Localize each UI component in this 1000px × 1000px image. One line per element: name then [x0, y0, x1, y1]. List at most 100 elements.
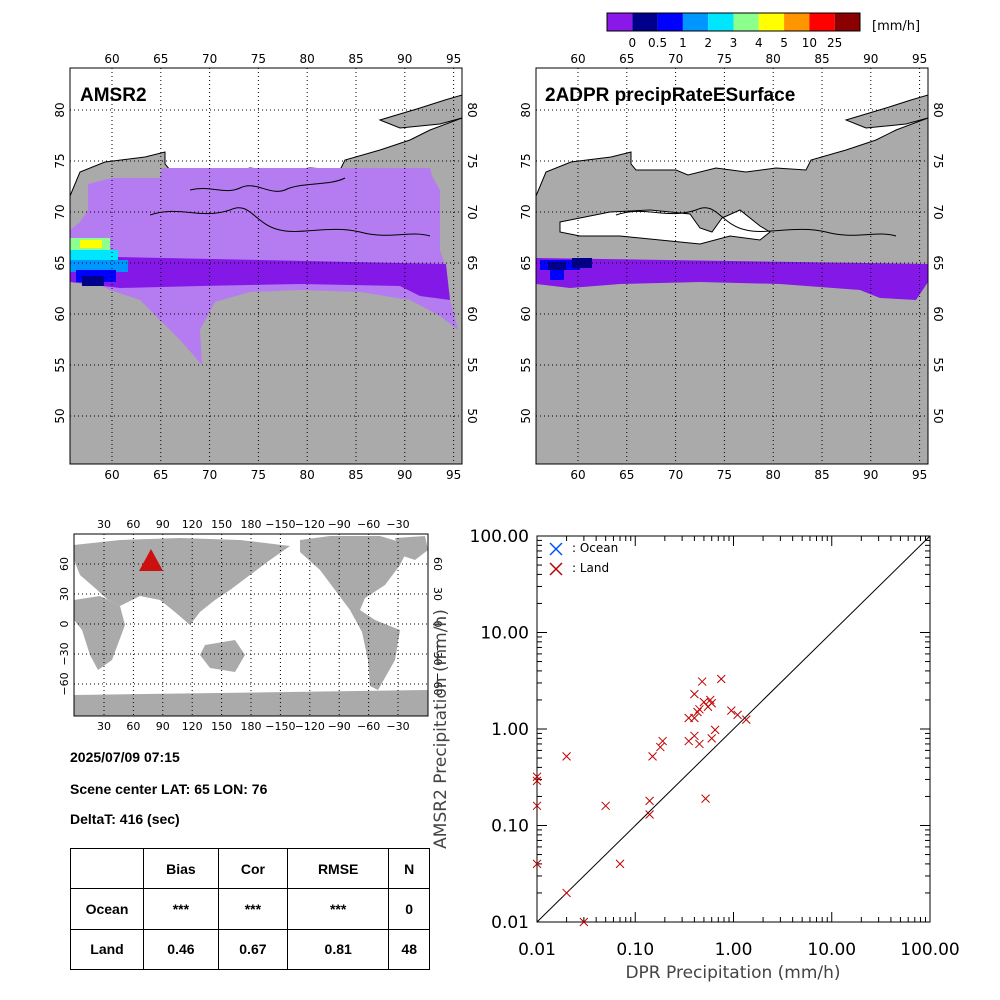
world-land-africa	[74, 596, 125, 670]
world-lon-tick-top: 150	[211, 518, 232, 531]
map-lon-tick-bottom: 70	[668, 468, 683, 482]
scatter-point	[648, 752, 657, 761]
stats-header-cell: N	[388, 847, 430, 890]
colorbar: 0 0.5 1 2 3 4 5 10 25 [mm/h]	[606, 12, 920, 50]
scatter-point	[615, 859, 625, 869]
map-lon-tick-top: 85	[348, 52, 363, 66]
x-axis-label: DPR Precipitation (mm/h)	[625, 963, 840, 983]
amsr2-map: 60 60 65 65 70 70 75 75 80 80 85 85 90 90 95 95 50 50 55 55…	[53, 52, 479, 482]
scatter-point	[741, 715, 751, 725]
world-lon-tick-top: 30	[97, 518, 111, 531]
map-lon-tick-bottom: 70	[202, 468, 217, 482]
stats-header-cell: Cor	[217, 847, 288, 890]
map-lon-tick-bottom: 95	[912, 468, 927, 482]
x-tick-label: 0.01	[518, 940, 556, 960]
map-lon-tick-bottom: 85	[348, 468, 363, 482]
scatter-point	[705, 695, 715, 705]
map-lon-tick-bottom: 90	[397, 468, 412, 482]
colorbar-label: 3	[730, 36, 738, 50]
scatter-point	[695, 739, 704, 749]
scatter-point	[658, 736, 667, 746]
scatter-point	[701, 794, 710, 803]
stats-cell: Land	[70, 928, 144, 971]
map-lon-tick-top: 85	[814, 52, 829, 66]
stats-cell: ***	[286, 888, 390, 930]
colorbar-swatch	[809, 13, 835, 31]
colorbar-label: 10	[802, 36, 817, 50]
scatter-point	[601, 801, 611, 811]
stats-cell: ***	[217, 888, 288, 930]
map-frame	[535, 67, 929, 465]
scene-datetime: 2025/07/09 07:15	[70, 749, 180, 765]
colorbar-swatch	[708, 13, 734, 31]
map-lon-tick-bottom: 85	[814, 468, 829, 482]
colorbar-unit: [mm/h]	[872, 19, 920, 34]
map-lat-tick-right: 55	[931, 357, 945, 372]
map-lon-tick-top: 75	[251, 52, 266, 66]
y-tick-label: 100.00	[470, 527, 529, 547]
stats-row-ocean: Ocean *** *** *** 0	[70, 888, 430, 930]
map-lat-tick-left: 70	[519, 204, 533, 219]
map-lon-tick-bottom: 80	[300, 468, 315, 482]
map-lat-tick-left: 60	[519, 306, 533, 321]
world-lat-tick-left: 30	[58, 587, 71, 601]
scatter-point	[710, 725, 720, 735]
world-lat-tick-right: −60	[431, 672, 444, 695]
map-lat-tick-left: 80	[519, 102, 533, 117]
legend-land-label: : Land	[572, 561, 609, 575]
delta-t: DeltaT: 416 (sec)	[70, 811, 180, 827]
colorbar-label: 4	[755, 36, 763, 50]
map-lon-tick-top: 95	[446, 52, 461, 66]
world-lat-tick-left: −30	[58, 642, 71, 665]
map-lat-tick-left: 65	[519, 255, 533, 270]
world-lon-tick-top: 60	[126, 518, 140, 531]
map-lon-tick-bottom: 90	[863, 468, 878, 482]
dpr-map: 60 60 65 65 70 70 75 75 80 80 85 85 90 90 95 95 50 50 55 55…	[519, 52, 945, 482]
world-lon-tick-bottom: −150	[265, 720, 295, 733]
stats-cell: 0.46	[143, 928, 219, 971]
map-lat-tick-right: 75	[465, 153, 479, 168]
world-lon-tick-bottom: −120	[295, 720, 325, 733]
scatter-point	[690, 689, 699, 699]
map-lon-tick-bottom: 75	[717, 468, 732, 482]
dpr-rain-band	[536, 258, 928, 300]
world-lon-tick-bottom: 150	[211, 720, 232, 733]
stats-table: Bias Cor RMSE N Ocean *** *** *** 0 Land…	[70, 847, 430, 971]
map-lat-tick-left: 50	[519, 408, 533, 423]
y-tick-label: 0.01	[491, 913, 529, 933]
world-lat-tick-left: −60	[58, 672, 71, 695]
stats-cell: 48	[388, 928, 430, 971]
world-lon-tick-top: 120	[182, 518, 203, 531]
map-lon-tick-top: 65	[619, 52, 634, 66]
scatter-point	[690, 731, 699, 741]
stats-row-land: Land 0.46 0.67 0.81 48	[70, 928, 430, 971]
scene-location-marker	[139, 549, 163, 571]
stats-cell: 0	[388, 888, 430, 930]
map-lon-tick-bottom: 75	[251, 468, 266, 482]
map-title: 2ADPR precipRateESurface	[545, 85, 795, 106]
map-lon-tick-top: 60	[104, 52, 119, 66]
map-lat-tick-right: 65	[931, 255, 945, 270]
scatter-point	[645, 796, 654, 806]
scene-center: Scene center LAT: 65 LON: 76	[70, 781, 268, 797]
world-lon-tick-top: −90	[328, 518, 351, 531]
legend-ocean-marker	[549, 542, 563, 556]
dpr-heavy-rain	[540, 258, 592, 280]
map-lon-tick-top: 80	[300, 52, 315, 66]
map-lat-tick-right: 80	[465, 102, 479, 117]
world-locator-map: 303060609090120120150150180180−150−150−1…	[58, 518, 444, 733]
stats-header-cell: RMSE	[286, 847, 390, 890]
world-lon-tick-bottom: 30	[97, 720, 111, 733]
colorbar-label: 5	[780, 36, 788, 50]
stats-cell: 0.81	[286, 928, 390, 971]
world-lat-tick-right: 0	[431, 621, 444, 628]
scatter-point	[716, 674, 726, 684]
map-lat-tick-left: 65	[53, 255, 67, 270]
legend-ocean-label: : Ocean	[572, 541, 618, 555]
one-to-one-line	[536, 535, 931, 923]
colorbar-swatch	[632, 13, 658, 31]
x-tick-label: 10.00	[807, 940, 856, 960]
world-lat-tick-right: −30	[431, 642, 444, 665]
world-lon-tick-bottom: 90	[156, 720, 170, 733]
